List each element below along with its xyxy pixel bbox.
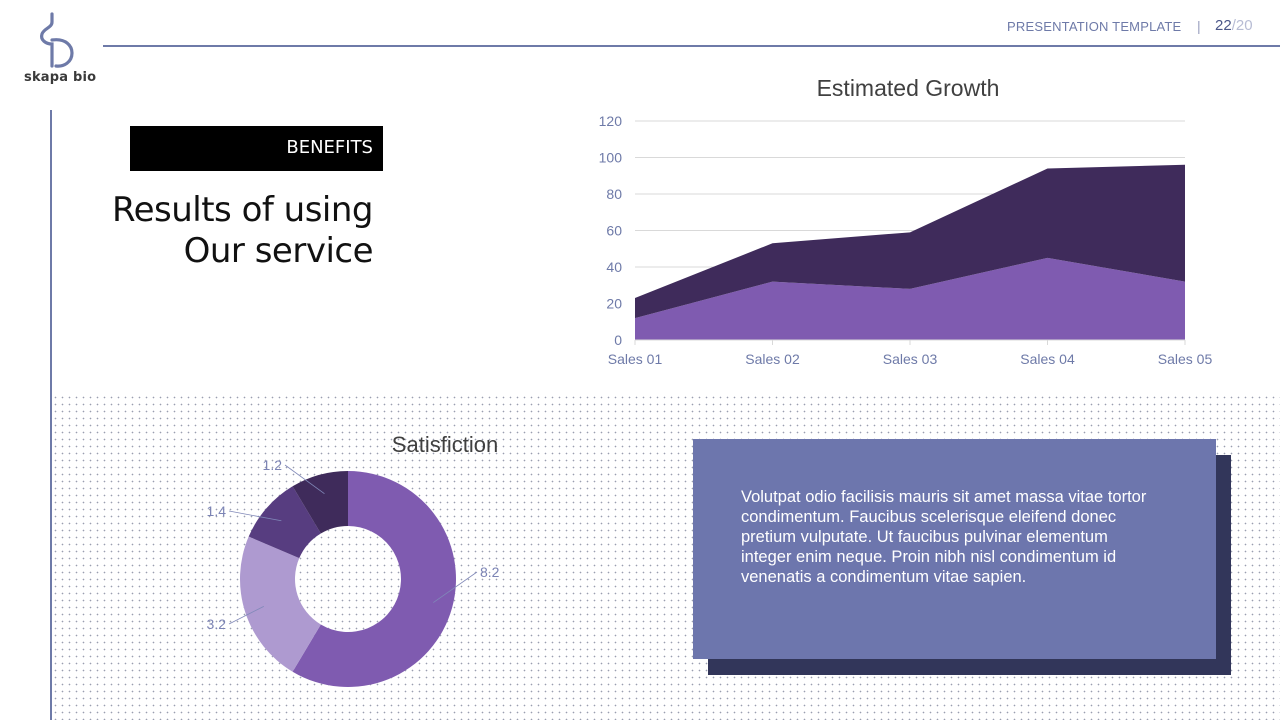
- donut-data-label: 8.2: [480, 564, 500, 580]
- y-tick-label: 120: [599, 113, 623, 129]
- skapa-bio-logo-icon: [40, 12, 74, 68]
- satisfaction-chart-title: Satisfiction: [391, 432, 499, 457]
- donut-slice: [292, 471, 456, 687]
- page-total: /20: [1231, 17, 1253, 34]
- leader-line: [228, 510, 282, 522]
- satisfaction-donut-chart: 8.2 3.2 1.4 1.2: [207, 457, 500, 687]
- x-tick-label: Sales 01: [608, 351, 663, 367]
- donut-slice: [248, 486, 321, 559]
- leader-line: [284, 464, 325, 495]
- x-tick-label: Sales 02: [745, 351, 800, 367]
- card-text: Volutpat odio facilisis mauris sit amet …: [741, 488, 1147, 586]
- x-tick-label: Sales 05: [1158, 351, 1213, 367]
- title-line-2: Our service: [183, 231, 374, 271]
- donut-slice: [292, 471, 348, 534]
- header-rule: [103, 45, 1280, 47]
- title-line-1: Results of using: [112, 190, 374, 230]
- area-series-1: [635, 257, 1185, 340]
- page-current: 22: [1215, 17, 1232, 34]
- brand-name: skapa bio: [24, 70, 97, 85]
- donut-data-label: 1.4: [207, 503, 227, 519]
- y-tick-label: 20: [606, 296, 622, 312]
- info-card: Volutpat odio facilisis mauris sit amet …: [693, 439, 1216, 659]
- leader-line: [433, 571, 478, 603]
- y-tick-label: 60: [606, 223, 622, 239]
- growth-chart-title: Estimated Growth: [816, 75, 1000, 101]
- section-tag: BENEFITS: [130, 126, 383, 171]
- y-tick-label: 40: [606, 259, 622, 275]
- header-separator: |: [1197, 18, 1201, 34]
- vertical-rule: [50, 110, 52, 720]
- donut-data-label: 3.2: [207, 616, 227, 632]
- presentation-label: PRESENTATION TEMPLATE: [1007, 19, 1182, 34]
- x-tick-label: Sales 03: [883, 351, 938, 367]
- donut-slice: [239, 536, 321, 672]
- leader-line: [228, 605, 265, 625]
- y-tick-label: 80: [606, 186, 622, 202]
- donut-data-label: 1.2: [263, 457, 283, 473]
- y-tick-label: 0: [614, 332, 622, 348]
- y-tick-label: 100: [599, 150, 623, 166]
- page-title: Results of using Our service: [80, 190, 374, 272]
- x-tick-label: Sales 04: [1020, 351, 1075, 367]
- growth-area-chart: 0 20 40 60 80 100 120 Sales 01 Sales 02 Sales 03 S…: [599, 113, 1213, 367]
- page-number: 22/20: [1215, 17, 1253, 34]
- area-series-2: [635, 164, 1185, 319]
